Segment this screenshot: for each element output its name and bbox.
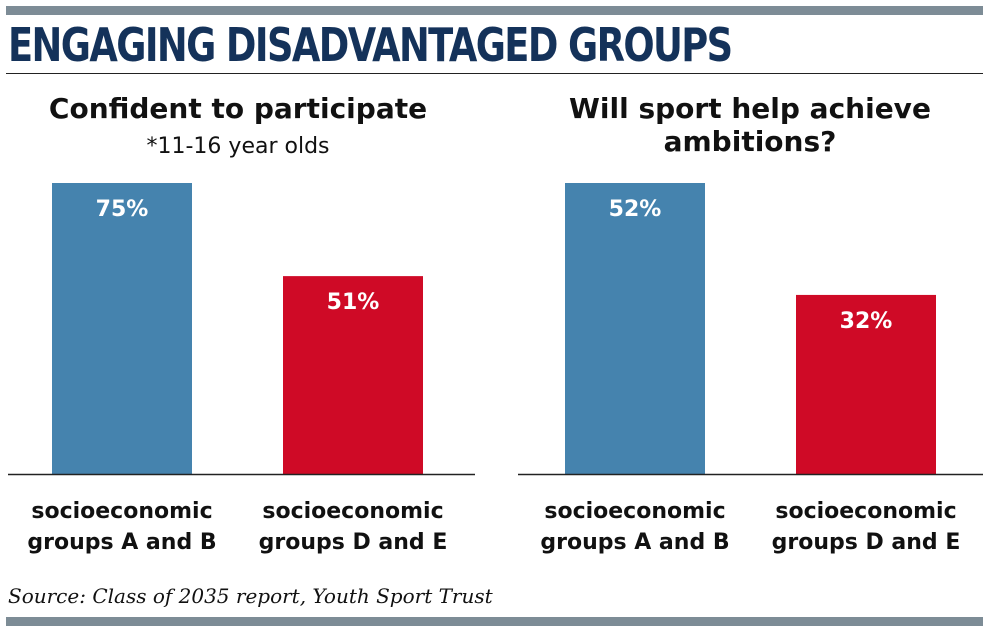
chart2-bar-1 — [565, 183, 705, 474]
chart1-category-label-1-line-2: groups A and B — [27, 530, 216, 555]
chart2-category-label-2-line-1: socioeconomic — [775, 499, 956, 524]
bottom-rule — [6, 617, 983, 626]
chart2-title: Will sport help achieve ambitions? — [510, 92, 987, 158]
chart1-category-label-1-line-1: socioeconomic — [31, 499, 212, 524]
chart1-bar-2 — [283, 276, 423, 474]
chart1-value-label-1: 75% — [96, 197, 149, 222]
title-divider — [6, 73, 983, 74]
chart2-value-label-2: 32% — [840, 309, 893, 334]
chart1-value-label-2: 51% — [327, 290, 380, 315]
chart2-category-label-1-line-1: socioeconomic — [544, 499, 725, 524]
top-rule — [6, 6, 983, 15]
chart2-category-label-1-line-2: groups A and B — [540, 530, 729, 555]
source-note: Source: Class of 2035 report, Youth Spor… — [8, 584, 493, 608]
page-title: ENGAGING DISADVANTAGED GROUPS — [8, 18, 733, 72]
chart2-value-label-1: 52% — [609, 197, 662, 222]
chart1-category-label-2-line-2: groups D and E — [259, 530, 448, 555]
chart2-bar-2 — [796, 294, 936, 474]
chart2-category-label-2-line-2: groups D and E — [772, 530, 961, 555]
chart2-title-line1: Will sport help achieve — [569, 92, 931, 125]
chart2-title-line2: ambitions? — [663, 125, 837, 158]
chart1-title: Confident to participate — [48, 92, 428, 125]
chart1-category-label-2-line-1: socioeconomic — [262, 499, 443, 524]
chart1-bar-1 — [52, 183, 192, 474]
chart1-subtitle: *11-16 year olds — [146, 134, 330, 159]
